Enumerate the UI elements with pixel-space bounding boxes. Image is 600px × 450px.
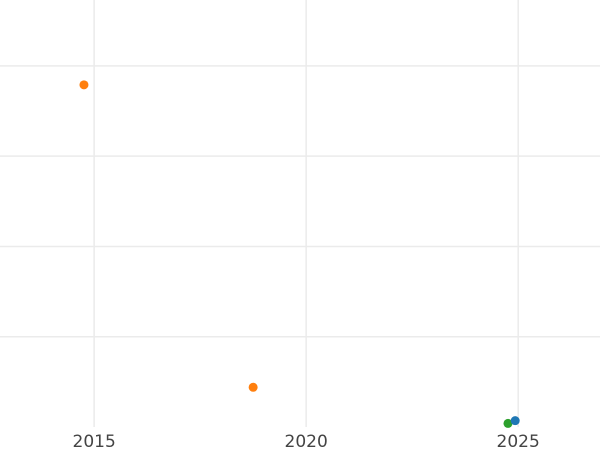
x-tick-label: 2020 bbox=[285, 432, 328, 450]
y-gridlines bbox=[0, 65, 600, 338]
x-tick-label: 2015 bbox=[73, 432, 116, 450]
x-tick-labels: 2015 2020 2025 bbox=[73, 432, 540, 450]
data-points bbox=[79, 80, 520, 428]
data-point bbox=[79, 80, 89, 90]
data-point bbox=[503, 418, 513, 428]
data-point bbox=[510, 416, 520, 426]
x-gridlines bbox=[93, 0, 519, 427]
x-tick-label: 2025 bbox=[497, 432, 540, 450]
data-point bbox=[248, 382, 258, 392]
